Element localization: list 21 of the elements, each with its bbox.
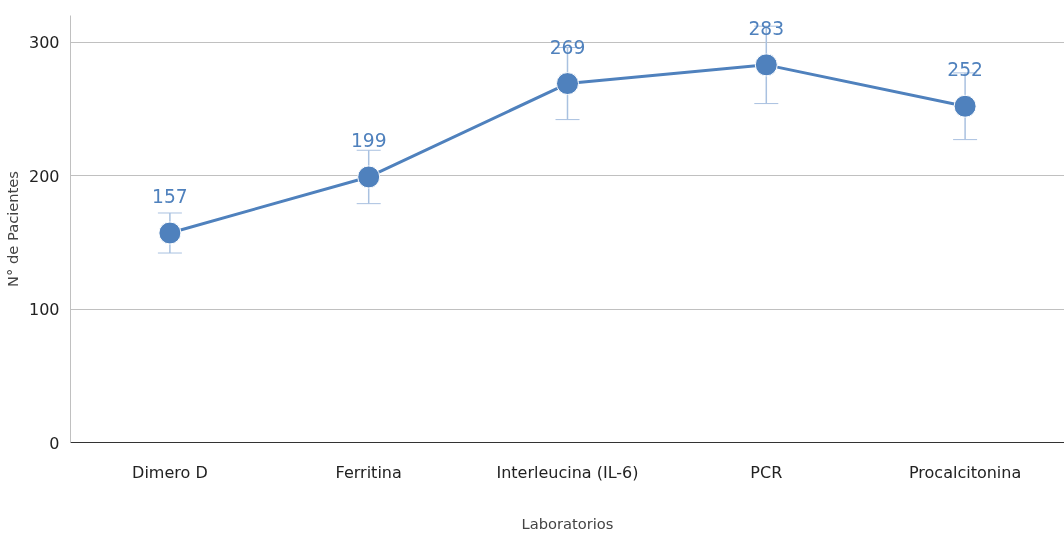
x-axis-title: Laboratorios <box>521 514 614 532</box>
x-tick-label: Dimero D <box>132 462 208 482</box>
point <box>754 53 778 77</box>
data-label: 269 <box>549 36 586 58</box>
data-label: 199 <box>350 129 387 151</box>
point <box>158 221 182 245</box>
data-label: 252 <box>947 59 983 81</box>
data-label: 157 <box>152 186 188 207</box>
point <box>953 94 977 118</box>
x-tick-label: Interleucina (IL-6) <box>496 462 639 482</box>
y-tick-label: 100 <box>28 300 60 320</box>
y-tick-label: 200 <box>28 166 60 186</box>
y-axis-title: N° de Pacientes <box>3 171 21 287</box>
data-label: 283 <box>748 17 785 39</box>
point <box>556 72 579 96</box>
point <box>357 165 381 189</box>
y-tick-label: 300 <box>28 33 60 53</box>
x-tick-label: Ferritina <box>335 462 402 482</box>
x-tick-label: PCR <box>750 462 783 482</box>
x-tick-label: Procalcitonina <box>908 462 1022 482</box>
y-tick-label: 0 <box>49 433 60 453</box>
